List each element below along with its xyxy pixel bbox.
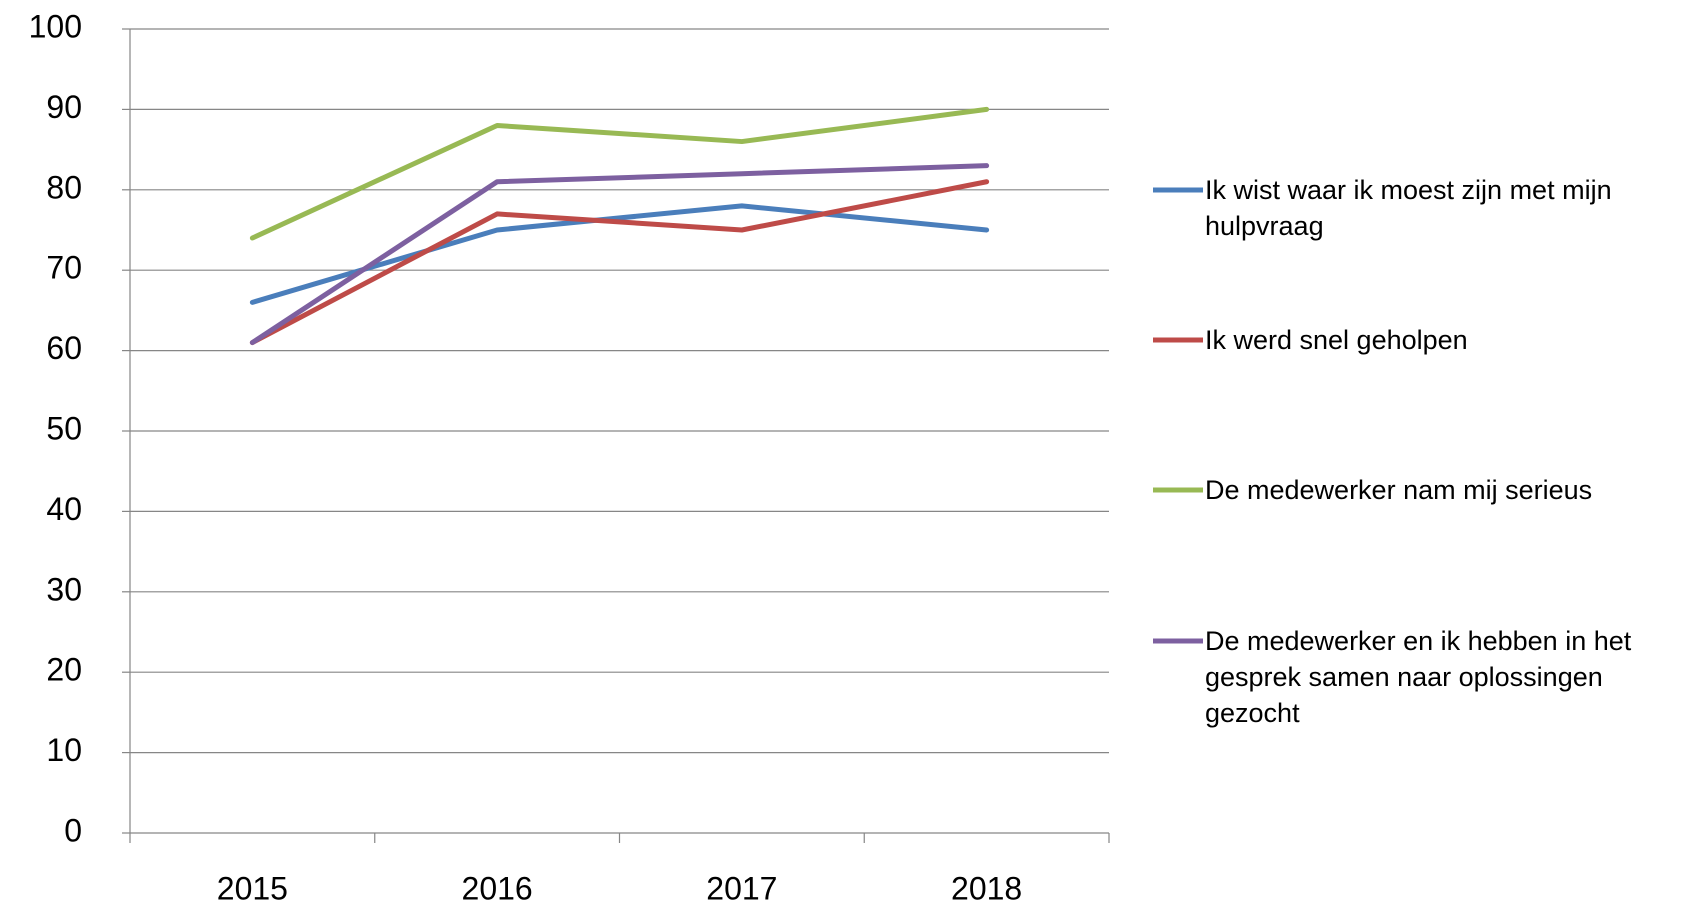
series-line — [249, 163, 990, 346]
legend-label: Ik wist waar ik moest zijn met mijn hulp… — [1205, 175, 1612, 241]
x-tick-label: 2016 — [462, 870, 533, 906]
y-tick-label: 80 — [46, 169, 82, 205]
y-tick-label: 60 — [46, 330, 82, 366]
series-line — [249, 179, 990, 346]
y-tick-label: 30 — [46, 571, 82, 607]
y-tick-label: 50 — [46, 410, 82, 446]
x-tick-label: 2015 — [217, 870, 288, 906]
y-tick-label: 90 — [46, 89, 82, 125]
legend-label: De medewerker en ik hebben in het gespre… — [1205, 626, 1632, 728]
x-tick-label: 2017 — [706, 870, 777, 906]
y-tick-label: 70 — [46, 250, 82, 286]
y-tick-label: 100 — [29, 8, 82, 44]
series-line — [249, 203, 990, 305]
y-tick-label: 40 — [46, 491, 82, 527]
y-tick-label: 20 — [46, 652, 82, 688]
legend-label: Ik werd snel geholpen — [1205, 325, 1468, 355]
series-line — [249, 106, 990, 241]
y-tick-label: 10 — [46, 732, 82, 768]
x-tick-label: 2018 — [951, 870, 1022, 906]
legend-label: De medewerker nam mij serieus — [1205, 475, 1593, 505]
y-tick-label: 0 — [64, 812, 82, 848]
